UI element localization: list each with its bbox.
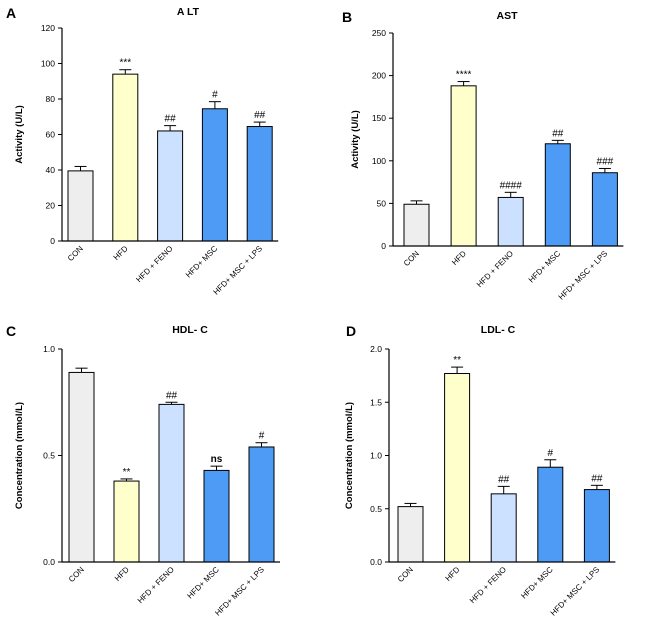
- y-tick-label: 150: [372, 113, 386, 123]
- x-tick-label: HFD+ MSC: [185, 565, 221, 601]
- y-tick-label: 60: [46, 130, 56, 140]
- bar-hfd-msc-lps: [246, 126, 273, 242]
- significance-label: ****: [456, 70, 472, 81]
- y-tick-label: 0: [381, 241, 386, 251]
- x-tick-label: HFD + FENO: [468, 565, 508, 605]
- x-tick-label: CON: [402, 249, 421, 268]
- panel-d: D LDL- C Concentration (mmol/L) CON ** HFD ## H…: [344, 323, 616, 618]
- x-tick-label: HFD: [113, 565, 131, 583]
- x-tick-label: HFD+ MSC: [184, 244, 220, 280]
- significance-label: #: [212, 90, 218, 101]
- y-axis-label: Concentration (mmol/L): [14, 402, 25, 509]
- x-tick-label: CON: [396, 565, 415, 584]
- bar-hfd-feno: [158, 403, 185, 563]
- y-tick-label: 0.0: [43, 557, 55, 567]
- x-tick-label: HFD + FENO: [136, 565, 176, 605]
- y-tick-label: 1.5: [370, 397, 382, 407]
- bar-hfd-feno: [157, 130, 184, 242]
- y-axis-label: Activity (U/L): [14, 105, 25, 164]
- y-tick-label: 0.5: [43, 451, 55, 461]
- significance-label: ##: [552, 128, 564, 139]
- y-tick-label: 1.0: [43, 344, 55, 354]
- significance-label: ###: [597, 156, 614, 167]
- x-tick-label: HFD: [450, 249, 468, 267]
- bar-hfd-msc-lps: [583, 489, 610, 563]
- significance-label: **: [453, 355, 461, 366]
- y-axis-label: Concentration (mmol/L): [344, 402, 355, 509]
- y-tick-label: 120: [41, 23, 55, 33]
- bar-hfd-msc: [544, 143, 571, 247]
- bar-hfd-msc: [203, 469, 230, 563]
- significance-label: #: [259, 431, 265, 442]
- bar-con: [68, 371, 95, 563]
- y-tick-label: 50: [377, 198, 387, 208]
- bar-con: [397, 506, 424, 563]
- x-tick-label: HFD + FENO: [134, 244, 174, 284]
- significance-label: ***: [119, 58, 131, 69]
- bar-hfd-feno: [490, 493, 517, 563]
- bar-hfd: [113, 480, 140, 563]
- x-tick-label: HFD+ MSC + LPS: [557, 249, 610, 302]
- significance-label: ##: [591, 473, 603, 484]
- panel-letter: A: [6, 5, 16, 21]
- significance-label: **: [123, 467, 131, 478]
- panel-letter: C: [6, 323, 16, 339]
- bar-hfd: [444, 372, 471, 563]
- x-tick-label: HFD+ MSC: [527, 249, 563, 285]
- significance-label: ##: [166, 390, 178, 401]
- significance-label: ####: [500, 180, 523, 191]
- bar-con: [67, 170, 94, 242]
- y-tick-label: 250: [372, 28, 386, 38]
- y-tick-label: 2.0: [370, 344, 382, 354]
- x-tick-label: HFD+ MSC + LPS: [212, 244, 265, 297]
- x-tick-label: HFD: [444, 565, 462, 583]
- bar-hfd: [112, 73, 139, 242]
- x-tick-label: HFD + FENO: [475, 249, 515, 289]
- y-tick-label: 100: [41, 59, 55, 69]
- panel-b: B AST Activity (U/L) CON **** HFD #### HFD + FE…: [342, 9, 624, 302]
- y-tick-label: 20: [46, 201, 56, 211]
- bar-hfd-feno: [497, 196, 524, 247]
- significance-label: #: [548, 448, 554, 459]
- x-tick-label: CON: [66, 244, 85, 263]
- panel-letter: B: [342, 9, 352, 25]
- panel-letter: D: [346, 323, 356, 339]
- x-tick-label: HFD+ MSC + LPS: [213, 565, 266, 618]
- panel-c: C HDL- C Concentration (mmol/L) CON ** HFD ## H…: [6, 323, 280, 618]
- y-tick-label: 40: [46, 165, 56, 175]
- significance-label: ##: [498, 474, 510, 485]
- bar-con: [403, 203, 430, 247]
- significance-label: ##: [254, 110, 266, 121]
- y-tick-label: 80: [46, 94, 56, 104]
- significance-label: ##: [165, 114, 177, 125]
- y-axis-label: Activity (U/L): [350, 110, 361, 169]
- x-tick-label: HFD: [112, 244, 130, 262]
- y-tick-label: 0.0: [370, 557, 382, 567]
- chart-title: AST: [497, 10, 519, 22]
- bar-hfd-msc: [201, 108, 228, 242]
- bar-hfd-msc-lps: [248, 446, 275, 563]
- x-tick-label: HFD+ MSC: [519, 565, 555, 601]
- x-tick-label: HFD+ MSC + LPS: [549, 565, 602, 618]
- y-tick-label: 100: [372, 156, 386, 166]
- chart-title: LDL- C: [481, 324, 516, 336]
- significance-label: ns: [211, 454, 223, 465]
- y-tick-label: 0.5: [370, 504, 382, 514]
- chart-title: A LT: [177, 6, 200, 18]
- bar-hfd-msc: [537, 466, 564, 563]
- chart-title: HDL- C: [172, 324, 208, 336]
- y-tick-label: 1.0: [370, 451, 382, 461]
- bar-hfd: [450, 85, 477, 247]
- y-tick-label: 0: [50, 236, 55, 246]
- y-tick-label: 200: [372, 71, 386, 81]
- panel-a: A A LT Activity (U/L) CON *** HFD ## HFD + FENO…: [6, 5, 279, 297]
- bar-hfd-msc-lps: [591, 172, 618, 247]
- x-tick-label: CON: [67, 565, 86, 584]
